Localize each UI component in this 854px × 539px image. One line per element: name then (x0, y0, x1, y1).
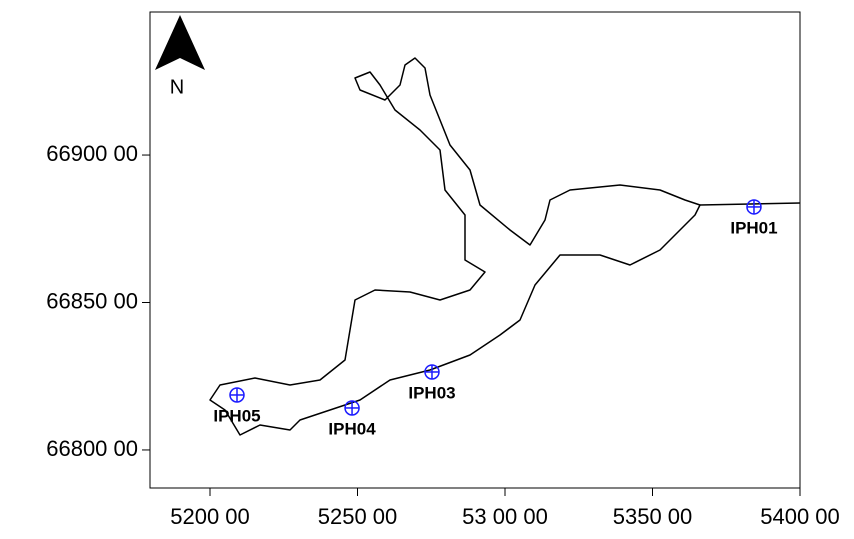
map-frame (149, 11, 801, 489)
x-tick-label: 5400 00 (760, 504, 840, 529)
station (746, 199, 762, 215)
x-tick-label: 5250 00 (318, 504, 398, 529)
station (424, 364, 440, 380)
y-tick-label: 66800 00 (46, 436, 138, 461)
station-label: IPH03 (408, 383, 455, 402)
river (699, 202, 801, 206)
station (344, 400, 360, 416)
station-label: IPH05 (213, 406, 260, 425)
y-tick-label: 66900 00 (46, 141, 138, 166)
x-tick-label: 53 00 00 (462, 504, 548, 529)
y-tick-label: 66850 00 (46, 288, 138, 313)
north-arrow (155, 15, 205, 70)
basin-boundary (209, 57, 701, 436)
north-label: N (170, 76, 184, 98)
x-tick-label: 5350 00 (613, 504, 693, 529)
x-tick-label: 5200 00 (170, 504, 250, 529)
station (229, 387, 245, 403)
station-label: IPH01 (730, 218, 777, 237)
station-label: IPH04 (328, 419, 376, 438)
